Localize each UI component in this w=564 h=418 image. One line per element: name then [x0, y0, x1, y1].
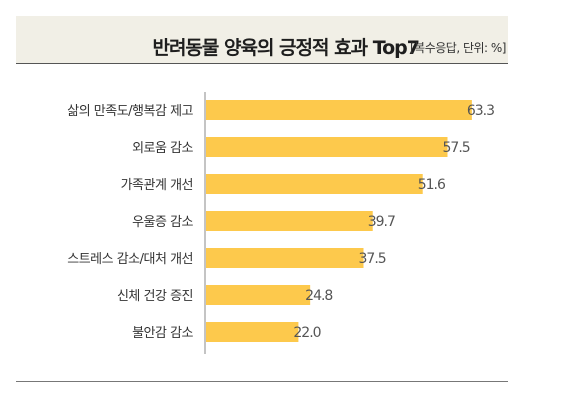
- bar: [206, 285, 311, 305]
- chart-title: 반려동물 양육의 긍정적 효과 Top7: [152, 37, 420, 59]
- bar: [206, 211, 373, 231]
- bar: [206, 248, 364, 268]
- category-label: 외로움 감소: [132, 141, 193, 156]
- value-label: 22.0: [293, 325, 320, 341]
- value-label: 57.5: [443, 140, 470, 156]
- unit-note: [복수응답, 단위: %]: [410, 41, 507, 55]
- value-label: 24.8: [305, 288, 332, 304]
- category-label: 신체 건강 증진: [117, 289, 193, 304]
- bar: [206, 322, 299, 342]
- value-label: 39.7: [368, 214, 395, 230]
- bar: [206, 100, 472, 120]
- category-label: 불안감 감소: [132, 326, 193, 341]
- bar: [206, 174, 423, 194]
- chart-header: [16, 16, 508, 63]
- bottom-divider: [16, 381, 508, 382]
- category-label: 스트레스 감소/대처 개선: [67, 252, 193, 267]
- chart-marks: 삶의 만족도/행복감 제고 63.3 외로움 감소 57.5 가족관계 개선 51.6 우울…: [67, 100, 495, 342]
- value-label: 63.3: [467, 103, 494, 119]
- value-label: 37.5: [359, 251, 386, 267]
- category-label: 가족관계 개선: [121, 178, 193, 193]
- category-label: 우울증 감소: [132, 215, 193, 230]
- value-label: 51.6: [418, 177, 446, 193]
- category-label: 삶의 만족도/행복감 제고: [67, 103, 193, 119]
- header-divider: [16, 63, 508, 64]
- bar: [206, 137, 448, 157]
